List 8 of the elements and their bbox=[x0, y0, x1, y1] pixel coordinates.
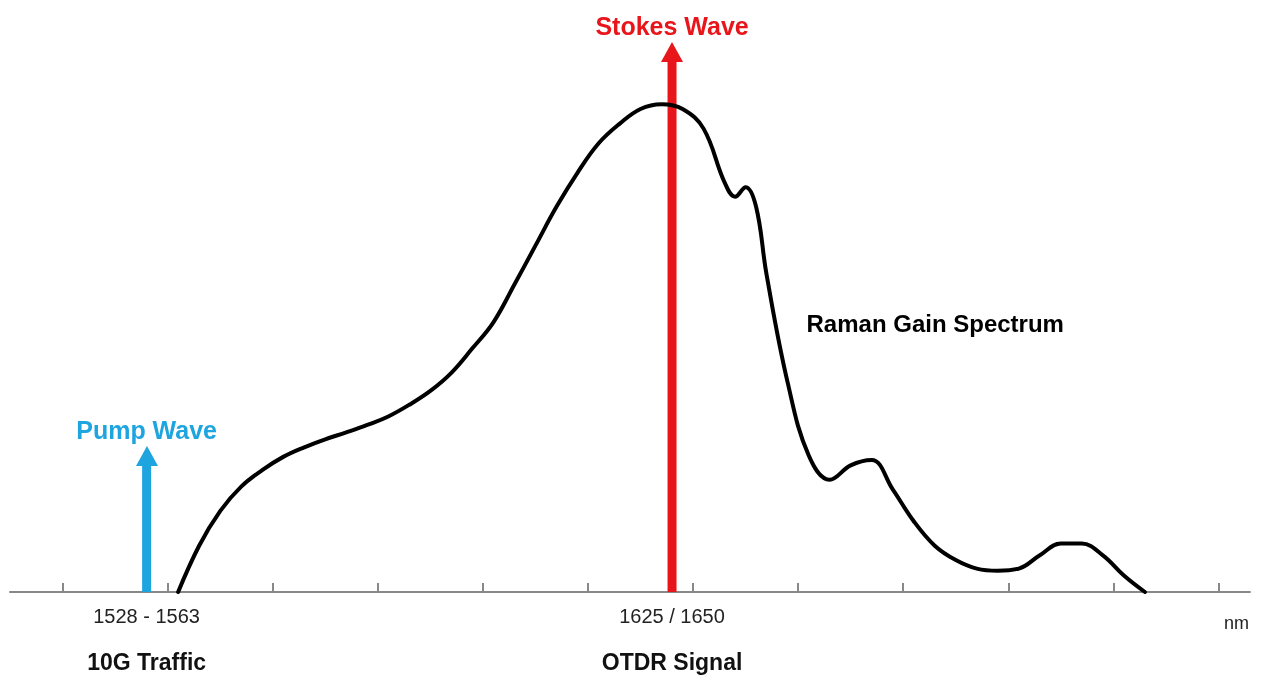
x-tick-label: 1528 - 1563 bbox=[93, 605, 200, 627]
series-label: Pump Wave bbox=[76, 415, 218, 444]
x-axis-title: nm bbox=[1224, 613, 1250, 633]
series-label: Stokes Wave bbox=[595, 11, 749, 40]
text: OTDR Signal bbox=[601, 649, 743, 675]
series-label: Raman Gain Spectrum bbox=[806, 310, 1064, 338]
text: 10G Traffic bbox=[87, 649, 207, 675]
x-tick-label: 1625 / 1650 bbox=[619, 605, 725, 627]
